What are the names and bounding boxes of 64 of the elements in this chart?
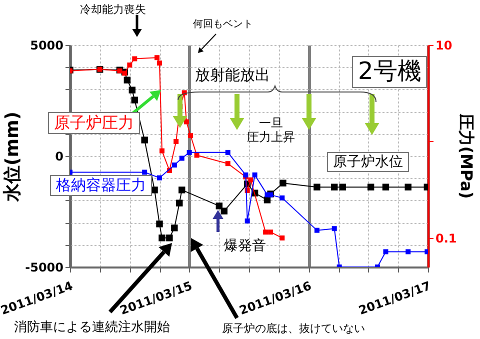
point	[157, 175, 162, 180]
point	[406, 249, 411, 254]
point	[157, 60, 162, 66]
point	[172, 162, 177, 168]
text: 冷却能力喪失	[80, 3, 146, 17]
point	[248, 177, 254, 182]
point	[244, 218, 250, 224]
point	[154, 55, 160, 60]
point	[339, 184, 346, 190]
annotation: 一旦圧力上昇	[247, 116, 295, 145]
point	[220, 208, 228, 214]
point	[188, 133, 194, 138]
point	[280, 180, 286, 186]
point	[171, 224, 178, 232]
point	[166, 234, 173, 242]
y2-tick-label: 0.1	[436, 231, 457, 246]
y2-axis-title: 圧力(MPa)	[456, 113, 476, 199]
point	[141, 136, 148, 144]
point	[158, 234, 166, 242]
y2-tick-label: 10	[436, 38, 452, 52]
point	[142, 170, 148, 175]
point	[132, 56, 138, 62]
y-tick-label: -5000	[25, 260, 64, 274]
point	[314, 228, 320, 233]
point	[124, 76, 131, 84]
series-label: 原子炉水位	[327, 152, 409, 172]
point	[383, 249, 388, 254]
point	[159, 148, 164, 154]
point	[252, 172, 258, 178]
series-label: 原子炉圧力	[48, 112, 140, 134]
point	[179, 156, 184, 161]
point	[225, 161, 230, 166]
y-tick-label: 0	[55, 150, 64, 164]
point	[156, 220, 163, 228]
point	[367, 184, 374, 190]
point	[176, 200, 183, 206]
point	[127, 62, 132, 68]
point	[225, 150, 230, 155]
point	[216, 202, 223, 210]
series-label: 格納容器圧力	[50, 175, 152, 196]
point	[184, 119, 189, 124]
text: 消防車による連続注水開始	[14, 320, 170, 336]
point	[314, 184, 320, 190]
point	[178, 186, 186, 194]
text: 何回もベント	[193, 19, 253, 30]
point	[186, 150, 192, 155]
point	[280, 235, 285, 240]
text: 2号機	[352, 56, 428, 88]
y-axis-title: 水位(mm)	[2, 112, 24, 202]
point	[404, 184, 412, 190]
point	[331, 184, 338, 190]
point	[128, 86, 136, 94]
point	[174, 138, 179, 144]
point	[332, 226, 337, 232]
point	[263, 230, 268, 235]
y-tick-label: 5000	[30, 38, 64, 52]
annotation: 爆発音	[224, 238, 266, 254]
point	[268, 230, 274, 235]
point	[382, 184, 390, 190]
point	[194, 152, 200, 158]
text: 原子炉の底は、抜けていない	[222, 322, 365, 336]
annotation: 放射能放出	[195, 66, 270, 84]
point	[131, 96, 138, 104]
point	[280, 195, 285, 200]
